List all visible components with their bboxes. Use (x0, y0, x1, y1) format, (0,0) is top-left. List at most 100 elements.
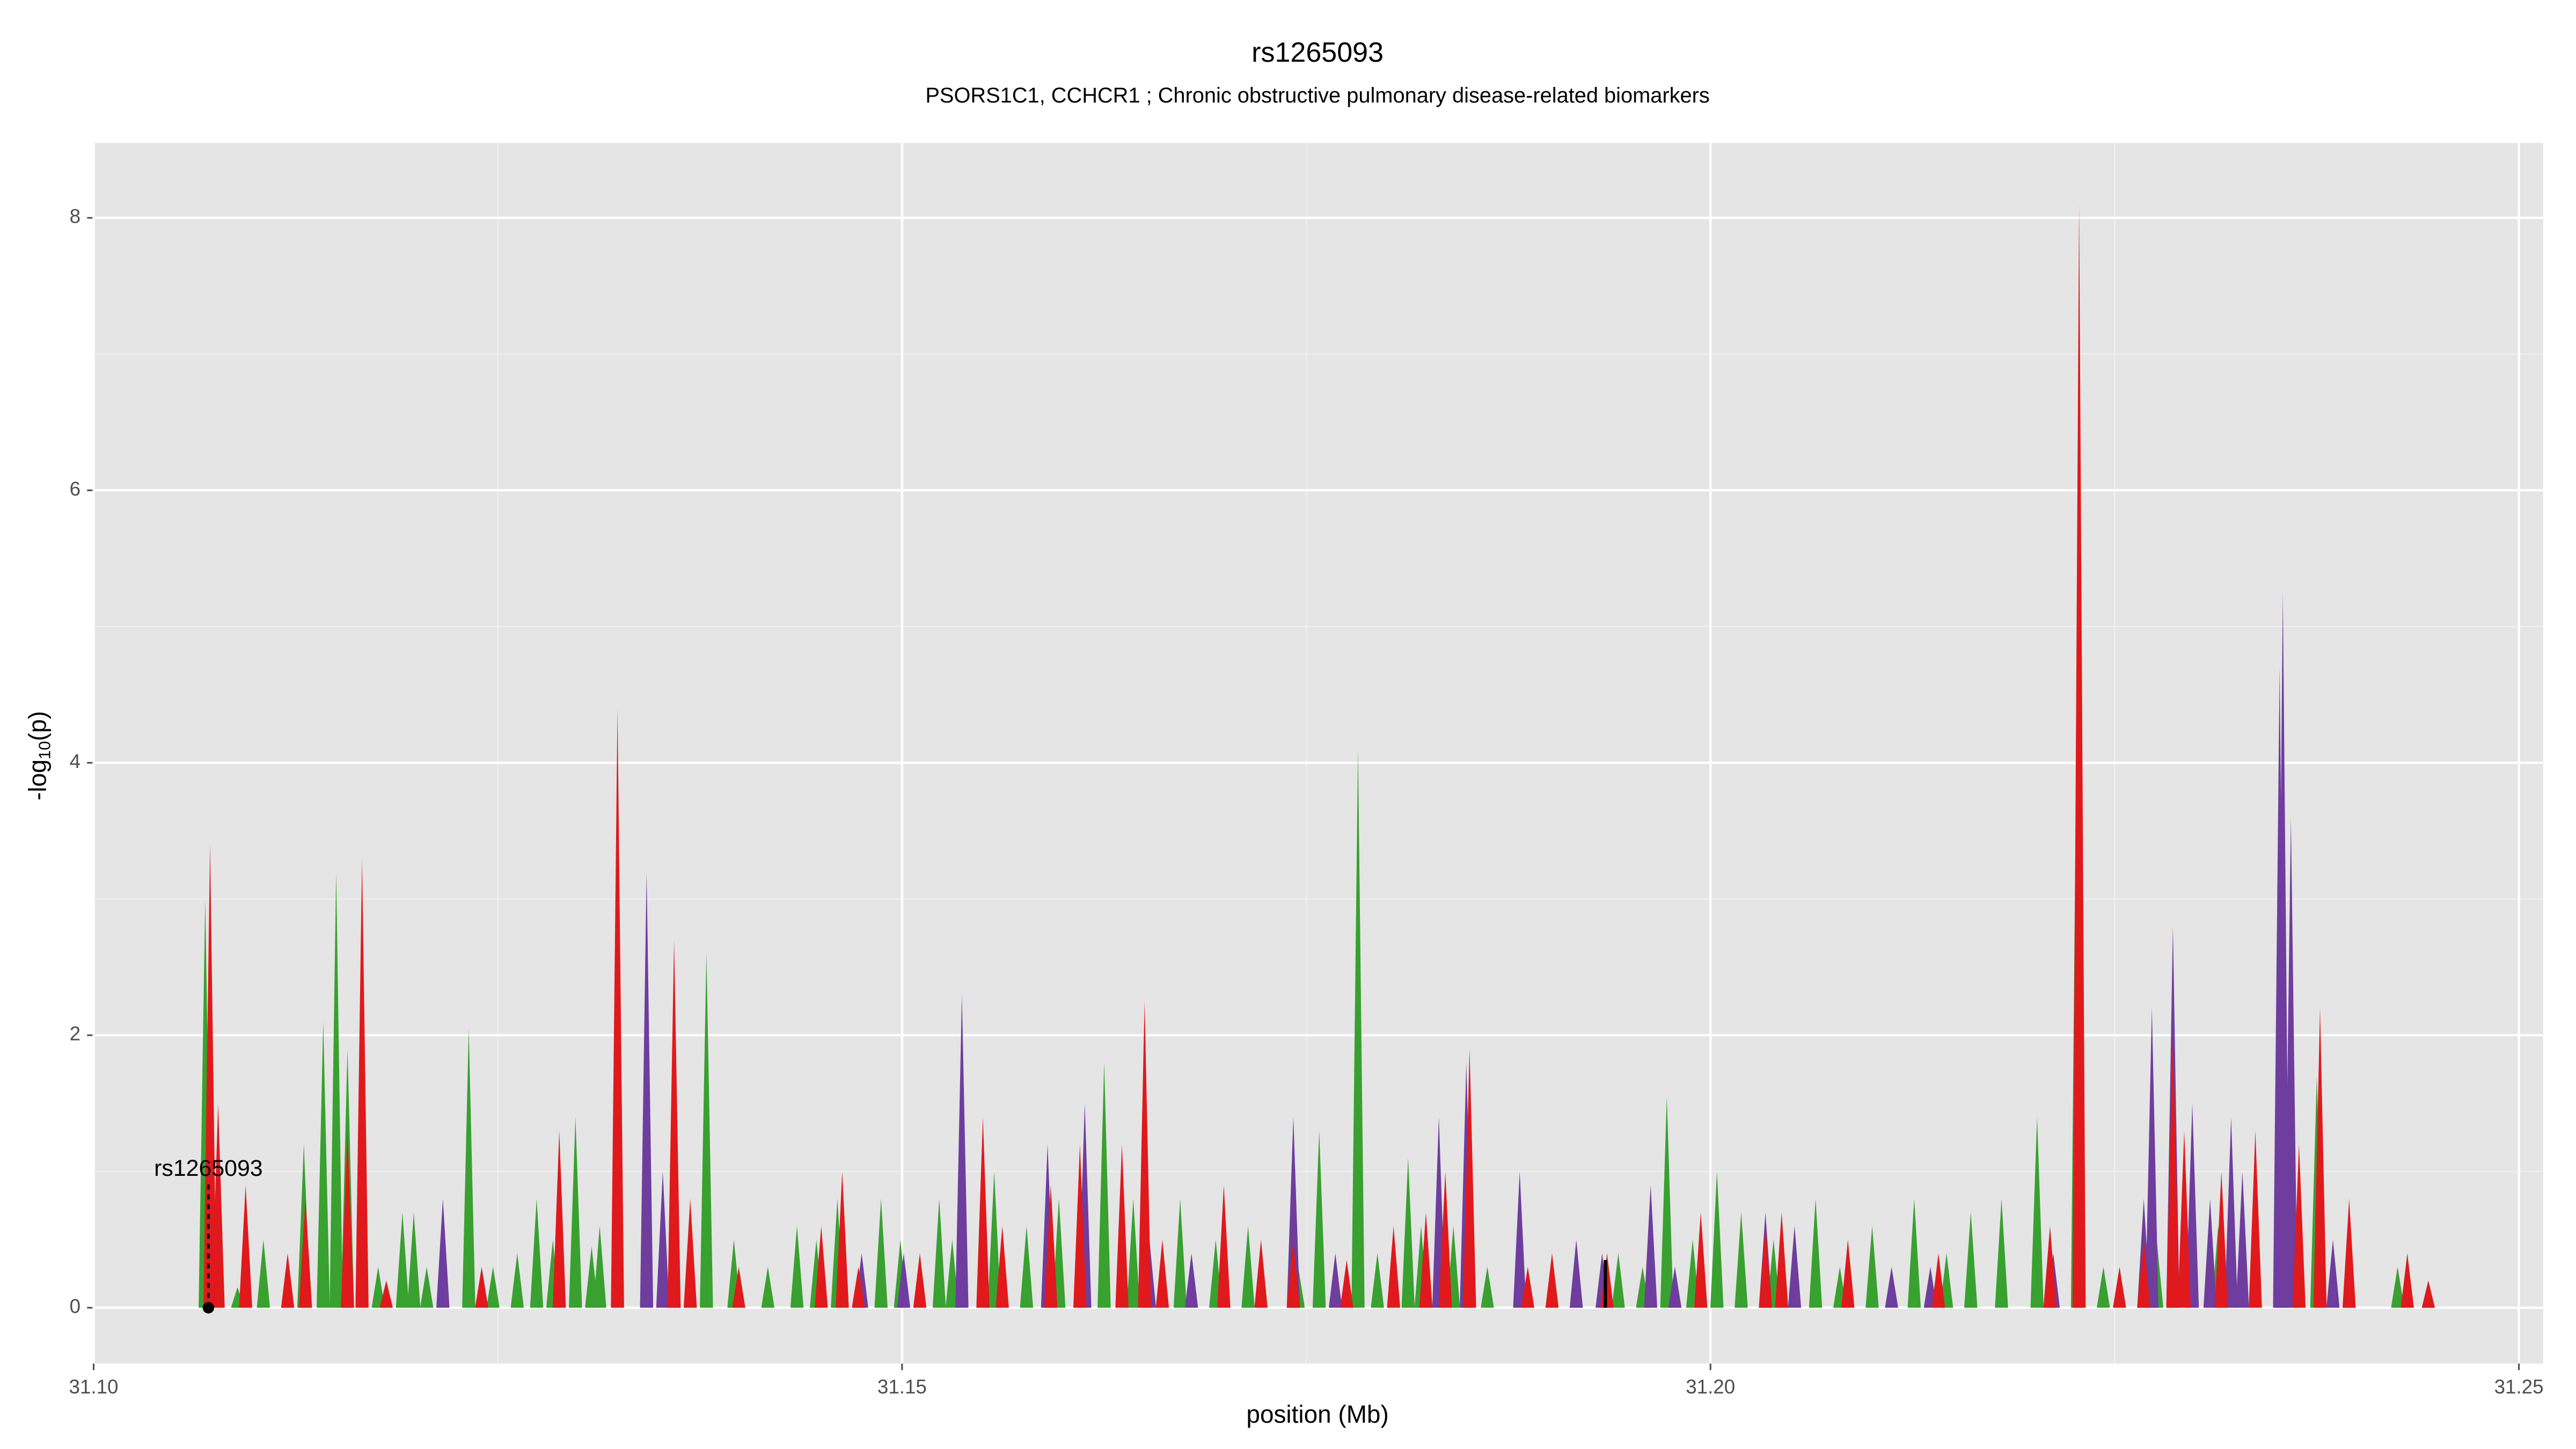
annotation-point (202, 1302, 215, 1314)
chart-subtitle: PSORS1C1, CCHCR1 ; Chronic obstructive p… (925, 84, 1709, 107)
annotation-label: rs1265093 (154, 1155, 262, 1181)
area-spike (683, 1198, 697, 1308)
area-spike (1241, 1226, 1255, 1308)
x-axis-label: position (Mb) (1246, 1400, 1388, 1428)
area-spike (355, 858, 369, 1308)
area-spike (1438, 1171, 1452, 1308)
area-spike (1184, 1253, 1198, 1308)
area-spike (407, 1212, 421, 1308)
area-spike (1995, 1198, 2008, 1308)
area-spike (2276, 592, 2289, 1308)
x-tick-label: 31.20 (1686, 1375, 1735, 1397)
chart-title: rs1265093 (1252, 37, 1384, 68)
area-spike (420, 1267, 434, 1308)
area-spike (611, 708, 624, 1308)
area-spike (281, 1253, 295, 1308)
x-tick-label: 31.10 (69, 1375, 119, 1397)
area-spike (1073, 1144, 1087, 1308)
area-spike (1387, 1226, 1400, 1308)
area-spike (2072, 204, 2086, 1308)
area-spike (2224, 1117, 2238, 1308)
area-spike (211, 1103, 225, 1308)
area-spike (955, 994, 969, 1308)
area-spike (996, 1226, 1009, 1308)
area-spike (1312, 1130, 1326, 1308)
area-spike (836, 1171, 849, 1308)
area-spike (552, 1130, 566, 1308)
area-spike (1521, 1267, 1535, 1308)
area-spike (371, 1267, 385, 1308)
y-tick-label: 8 (70, 206, 80, 228)
area-spike (1775, 1212, 1789, 1308)
area-spike (2177, 1130, 2191, 1308)
area-spike (2401, 1253, 2414, 1308)
area-spike (932, 1198, 946, 1308)
area-spike (298, 1198, 312, 1308)
area-spike (2097, 1267, 2110, 1308)
area-spike (2043, 1226, 2057, 1308)
x-tick-label: 31.15 (877, 1375, 927, 1397)
area-spike (874, 1198, 888, 1308)
area-spike (2391, 1267, 2404, 1308)
area-spike (1020, 1226, 1034, 1308)
area-spike (1660, 1096, 1674, 1308)
area-spike (2326, 1239, 2340, 1308)
area-spike (203, 844, 217, 1308)
area-spike (1865, 1226, 1879, 1308)
y-label-sub: 10 (36, 741, 54, 759)
area-spike (1286, 1239, 1300, 1308)
area-spike (1788, 1226, 1802, 1308)
y-label-main: -log (24, 759, 52, 801)
y-tick-label: 2 (70, 1023, 80, 1045)
area-spike (656, 1171, 670, 1308)
area-spike (987, 1171, 1001, 1308)
area-spike (852, 1267, 865, 1308)
area-spike (1401, 1158, 1415, 1308)
area-spike (1885, 1267, 1898, 1308)
area-spike (1155, 1239, 1169, 1308)
area-spike (1644, 1185, 1657, 1308)
area-spike (1513, 1171, 1526, 1308)
area-spike (897, 1253, 911, 1308)
area-spike (475, 1267, 488, 1308)
y-tick-label: 6 (70, 478, 80, 500)
area-spike (593, 1226, 606, 1308)
area-spike (1735, 1212, 1748, 1308)
area-spike (1931, 1253, 1945, 1308)
area-spike (1286, 1117, 1300, 1308)
area-spike (2113, 1267, 2126, 1308)
area-spike (569, 1117, 582, 1308)
area-spike (1841, 1239, 1855, 1308)
area-spike (2030, 1117, 2044, 1308)
area-spike (2185, 1103, 2199, 1308)
area-spike (1545, 1253, 1559, 1308)
area-spike (436, 1198, 450, 1308)
y-label-tail: (p) (24, 711, 52, 741)
area-spike (2421, 1280, 2435, 1308)
area-spike (814, 1226, 828, 1308)
area-spike (1044, 1185, 1058, 1308)
area-spike (790, 1226, 804, 1308)
area-spike (1463, 1049, 1476, 1308)
area-spike (1759, 1226, 1772, 1308)
area-spike (239, 1185, 252, 1308)
area-spike (2137, 1239, 2150, 1308)
y-tick-label: 4 (70, 750, 80, 772)
area-spike (257, 1239, 270, 1308)
area-spike (341, 1130, 354, 1308)
area-spike (462, 1028, 475, 1308)
area-spike (510, 1253, 524, 1308)
area-spike (1668, 1267, 1682, 1308)
area-spike (640, 872, 654, 1308)
area-spike (1694, 1212, 1708, 1308)
area-spike (946, 1239, 959, 1308)
area-spike (330, 872, 343, 1308)
area-spike (1115, 1144, 1129, 1308)
area-spike (2236, 1171, 2249, 1308)
area-spike (530, 1198, 544, 1308)
area-spike (317, 1021, 330, 1308)
area-spike (1809, 1198, 1823, 1308)
area-spike (1097, 1062, 1111, 1308)
area-spike (761, 1267, 775, 1308)
